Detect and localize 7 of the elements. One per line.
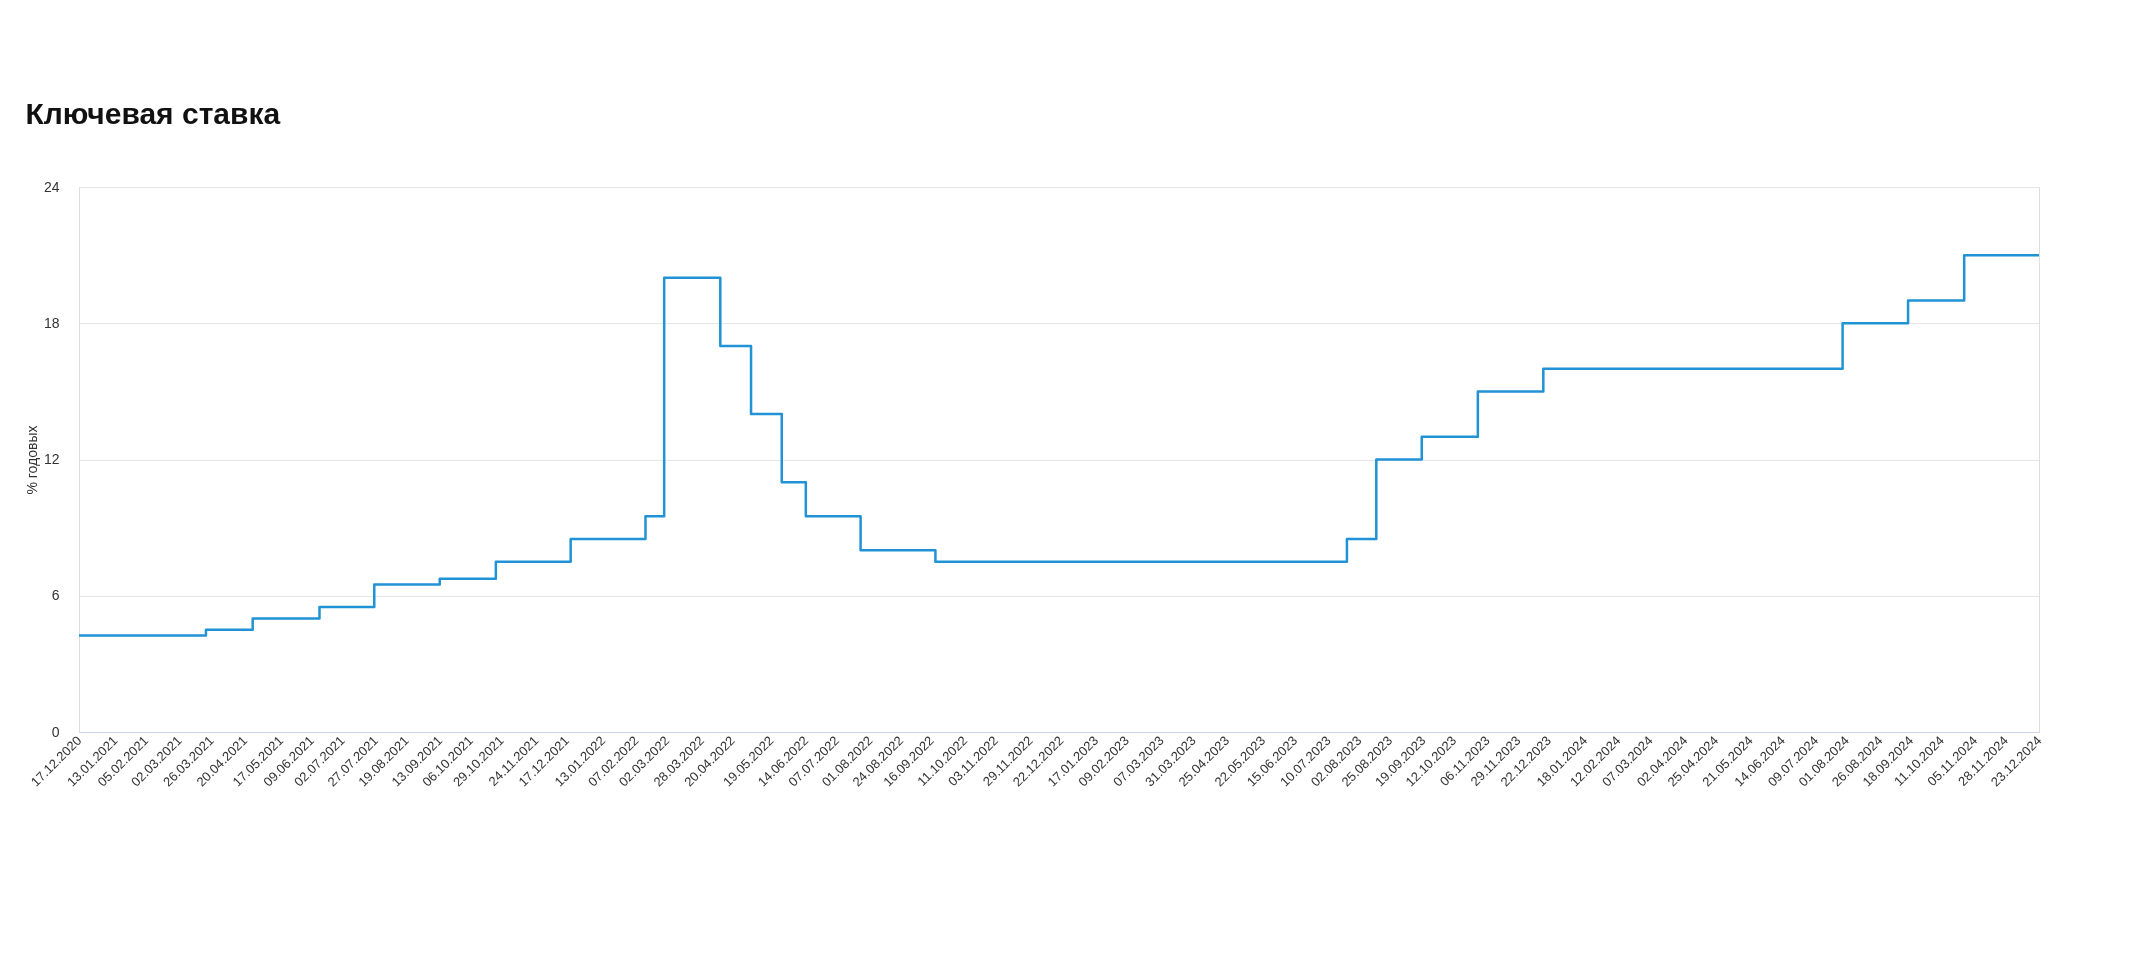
y-tick-label: 12 xyxy=(43,451,60,467)
y-tick-label: 18 xyxy=(43,314,60,331)
chart-title: Ключевая ставка xyxy=(25,97,281,130)
y-tick-label: 0 xyxy=(51,723,60,740)
y-tick-label: 24 xyxy=(43,178,60,195)
y-axis-title: % годовых xyxy=(23,425,40,495)
y-tick-label: 6 xyxy=(51,587,60,604)
